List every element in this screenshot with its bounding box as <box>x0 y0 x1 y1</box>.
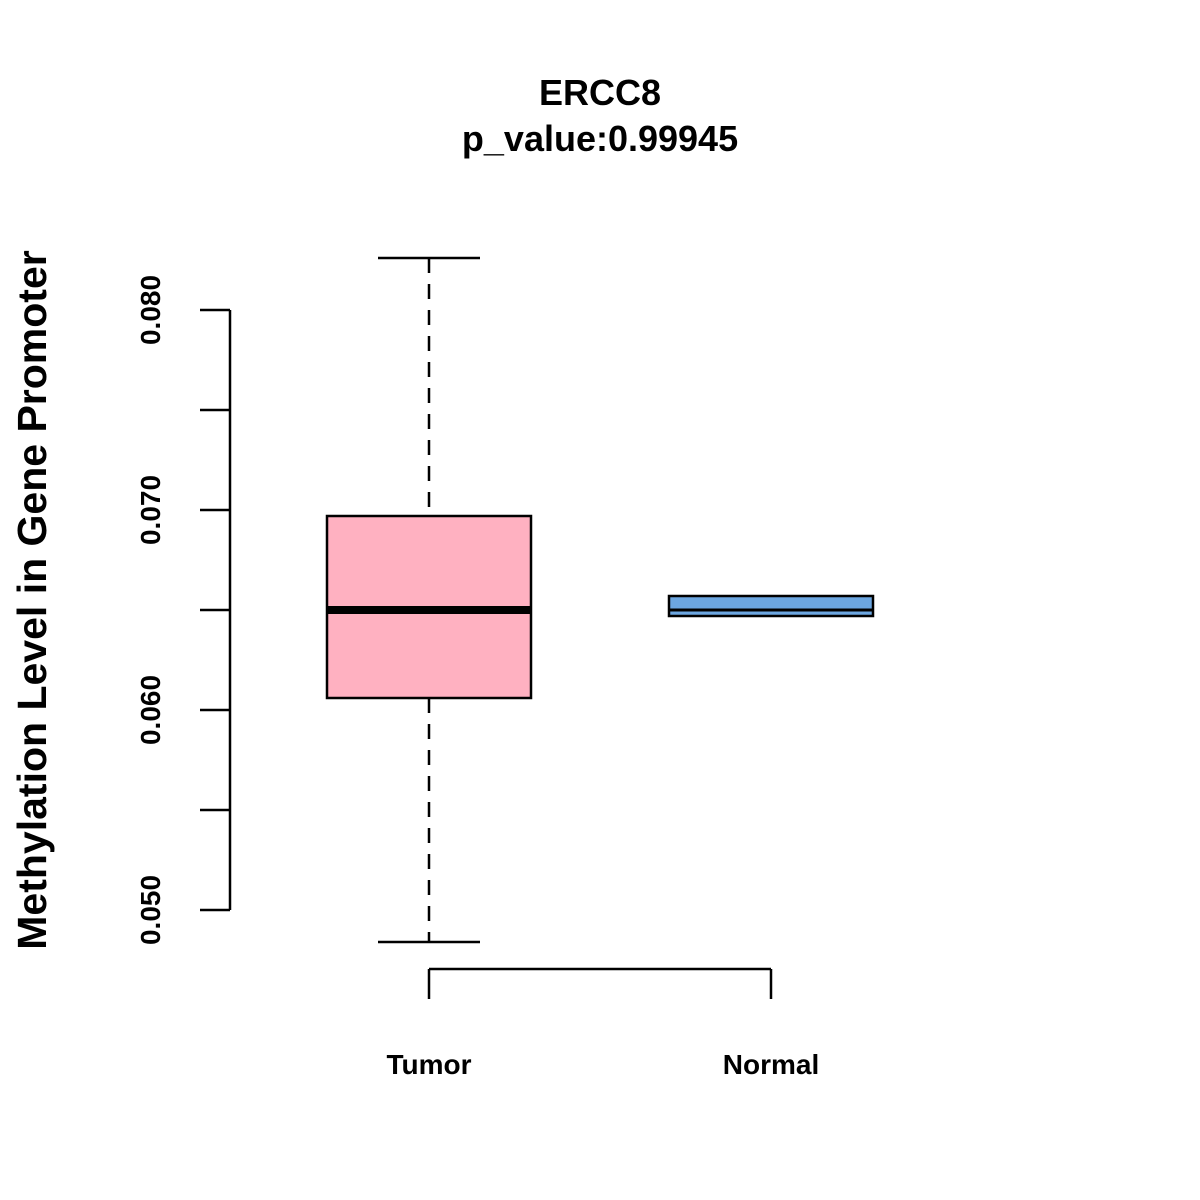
boxes-group <box>325 256 875 944</box>
x-tick-label-tumor: Tumor <box>386 1049 471 1080</box>
y-axis-label: Methylation Level in Gene Promoter <box>9 250 55 949</box>
chart-subtitle: p_value:0.99945 <box>462 118 738 159</box>
y-tick-label: 0.060 <box>135 675 166 745</box>
y-tick-label: 0.050 <box>135 875 166 945</box>
y-axis: 0.050 0.060 0.070 0.080 <box>135 275 232 945</box>
box-body-normal <box>667 594 875 618</box>
x-tick-label-normal: Normal <box>723 1049 819 1080</box>
y-tick-label: 0.070 <box>135 475 166 545</box>
chart-title: ERCC8 <box>539 72 661 113</box>
x-axis: Tumor Normal <box>386 967 819 1080</box>
y-tick-label: 0.080 <box>135 275 166 345</box>
box-normal <box>667 594 875 618</box>
box-tumor <box>325 256 533 944</box>
